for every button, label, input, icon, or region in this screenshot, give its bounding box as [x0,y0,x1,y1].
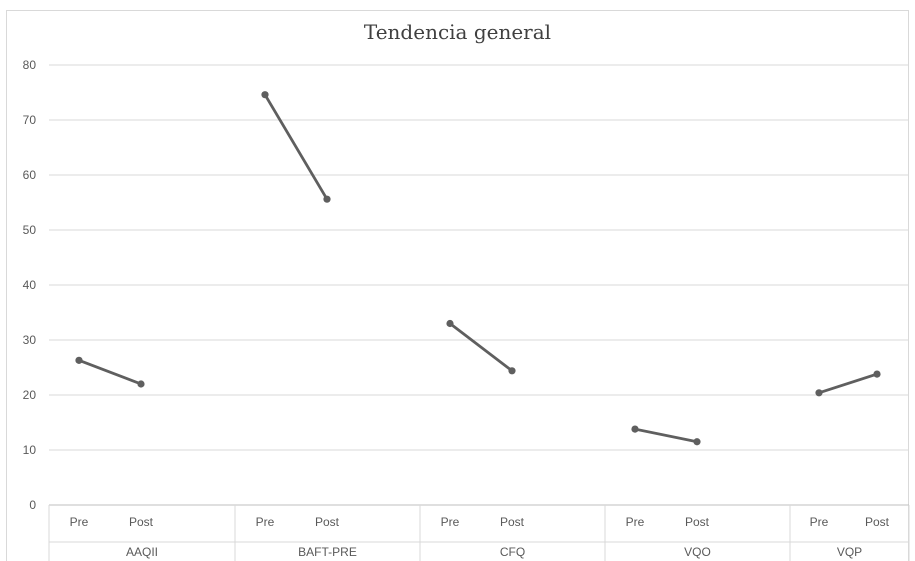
data-point [446,319,454,328]
x-group-label: VQP [837,545,862,559]
x-tick-label: Pre [626,515,645,529]
y-tick-label: 60 [23,168,37,182]
y-tick-label: 30 [23,333,37,347]
data-point [261,91,269,99]
data-point [815,389,823,397]
series-line [77,358,143,386]
x-tick-label: Post [685,515,710,529]
y-tick-label: 40 [23,278,37,292]
y-tick-label: 20 [23,388,37,402]
chart-title: Tendencia general [363,20,552,44]
data-point [693,438,701,446]
x-tick-label: Post [315,515,340,529]
y-tick-label: 0 [29,498,36,512]
x-group-label: VQO [684,545,711,559]
x-tick-label: Post [129,515,154,529]
x-tick-label: Pre [256,515,275,529]
data-point [508,367,516,375]
x-tick-label: Pre [810,515,829,529]
series-line [448,322,514,373]
y-tick-label: 50 [23,223,37,237]
y-tick-label: 10 [23,443,37,457]
x-group-label: BAFT-PRE [298,545,357,559]
data-point [323,195,331,203]
series-line [633,427,699,444]
x-tick-label: Post [865,515,890,529]
x-tick-label: Post [500,515,525,529]
data-point [873,370,881,378]
x-group-label: CFQ [500,545,525,559]
y-tick-label: 70 [23,113,37,127]
data-point [137,380,145,388]
series-line [817,372,879,395]
y-tick-label: 80 [23,58,37,72]
data-point [75,356,83,364]
x-tick-label: Pre [70,515,89,529]
x-group-label: AAQII [126,545,158,559]
x-tick-label: Pre [441,515,460,529]
data-point [631,425,639,433]
series-line [263,93,329,201]
